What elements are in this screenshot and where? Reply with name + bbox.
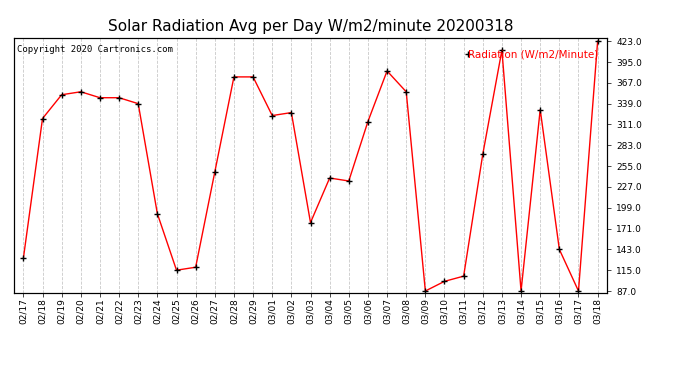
Radiation (W/m2/Minute) bbox=[517, 289, 525, 293]
Legend: Radiation (W/m2/Minute): Radiation (W/m2/Minute) bbox=[464, 45, 602, 64]
Radiation (W/m2/Minute) bbox=[574, 289, 582, 293]
Radiation (W/m2/Minute) bbox=[39, 116, 47, 121]
Radiation (W/m2/Minute) bbox=[192, 265, 200, 270]
Radiation (W/m2/Minute) bbox=[306, 220, 315, 225]
Radiation (W/m2/Minute) bbox=[19, 256, 28, 261]
Radiation (W/m2/Minute) bbox=[536, 107, 544, 112]
Radiation (W/m2/Minute) bbox=[421, 289, 429, 293]
Radiation (W/m2/Minute) bbox=[172, 268, 181, 273]
Radiation (W/m2/Minute) bbox=[402, 90, 411, 94]
Radiation (W/m2/Minute) bbox=[153, 211, 161, 216]
Radiation (W/m2/Minute) bbox=[344, 179, 353, 183]
Radiation (W/m2/Minute) bbox=[440, 279, 449, 284]
Radiation (W/m2/Minute) bbox=[593, 39, 602, 44]
Radiation (W/m2/Minute) bbox=[230, 75, 238, 79]
Line: Radiation (W/m2/Minute): Radiation (W/m2/Minute) bbox=[21, 39, 600, 294]
Radiation (W/m2/Minute) bbox=[268, 113, 277, 118]
Radiation (W/m2/Minute) bbox=[460, 274, 468, 278]
Radiation (W/m2/Minute) bbox=[326, 176, 334, 180]
Radiation (W/m2/Minute) bbox=[77, 90, 85, 94]
Radiation (W/m2/Minute) bbox=[57, 93, 66, 97]
Radiation (W/m2/Minute) bbox=[383, 69, 391, 73]
Radiation (W/m2/Minute) bbox=[249, 75, 257, 79]
Title: Solar Radiation Avg per Day W/m2/minute 20200318: Solar Radiation Avg per Day W/m2/minute … bbox=[108, 18, 513, 33]
Radiation (W/m2/Minute) bbox=[364, 119, 372, 124]
Radiation (W/m2/Minute) bbox=[115, 96, 124, 100]
Radiation (W/m2/Minute) bbox=[479, 152, 487, 156]
Radiation (W/m2/Minute) bbox=[497, 48, 506, 52]
Text: Copyright 2020 Cartronics.com: Copyright 2020 Cartronics.com bbox=[17, 45, 172, 54]
Radiation (W/m2/Minute) bbox=[555, 247, 564, 252]
Radiation (W/m2/Minute) bbox=[210, 170, 219, 174]
Radiation (W/m2/Minute) bbox=[287, 110, 295, 115]
Radiation (W/m2/Minute) bbox=[134, 101, 142, 106]
Radiation (W/m2/Minute) bbox=[96, 96, 104, 100]
